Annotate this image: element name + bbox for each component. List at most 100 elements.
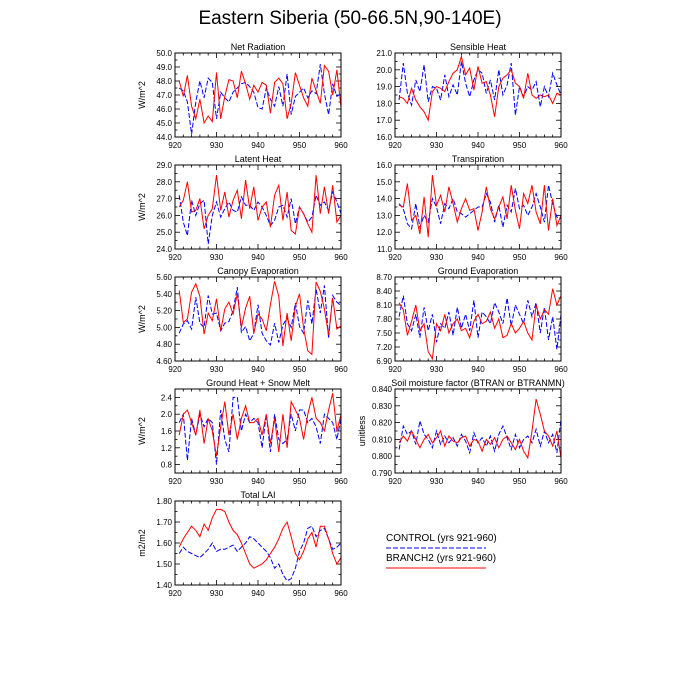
y-tick-label: 44.0: [156, 133, 172, 142]
plot-frame: [174, 164, 342, 250]
plot-frame: [394, 276, 562, 362]
series-line-branch2: [178, 175, 342, 235]
x-tick-label: 920: [388, 477, 402, 486]
y-tick-label: 29.0: [156, 161, 172, 170]
y-tick-label: 7.80: [376, 315, 392, 324]
x-tick-label: 920: [168, 589, 182, 598]
y-tick-label: 16.0: [376, 161, 392, 170]
x-tick-label: 940: [251, 477, 265, 486]
panel-sensible-heat: Sensible Heat 920 930 940 950 960 16.0 17.0 18.0…: [376, 42, 568, 150]
y-tick-label: 5.00: [156, 323, 172, 332]
x-tick-label: 940: [471, 253, 485, 262]
x-tick-label: 960: [554, 253, 568, 262]
panel-title: Canopy Evaporation: [217, 266, 299, 276]
x-tick-label: 940: [251, 365, 265, 374]
series-line-branch2: [398, 175, 562, 238]
panel-canopy-evaporation: Canopy Evaporation W/m^2 920 930 940 950 960 4.…: [137, 266, 348, 374]
panel-title: Transpiration: [452, 154, 504, 164]
y-tick-label: 1.2: [161, 444, 173, 453]
series-line-control: [178, 285, 342, 347]
x-tick-label: 950: [293, 253, 307, 262]
y-axis-label: unitless: [357, 415, 367, 446]
y-tick-label: 1.50: [156, 560, 172, 569]
y-axis-label: m2/m2: [137, 529, 147, 557]
x-tick-label: 950: [513, 365, 527, 374]
panel-latent-heat: Latent Heat W/m^2 920 930 940 950 960 24.0 25.0 2…: [137, 154, 348, 262]
y-tick-label: 18.0: [376, 99, 392, 108]
x-tick-label: 930: [430, 365, 444, 374]
y-tick-label: 11.0: [377, 245, 393, 254]
plot-frame: [174, 500, 342, 586]
panel-total-lai: Total LAI m2/m2 920 930 940 950 960 1.40 1.50 1.6…: [137, 490, 348, 598]
y-tick-label: 13.0: [376, 211, 392, 220]
y-tick-label: 0.840: [372, 385, 393, 394]
series-line-control: [178, 190, 342, 245]
x-tick-label: 940: [251, 589, 265, 598]
y-tick-label: 4.80: [156, 340, 172, 349]
y-tick-label: 15.0: [376, 178, 392, 187]
y-tick-label: 45.0: [156, 119, 172, 128]
y-tick-label: 8.70: [376, 273, 392, 282]
y-axis-label: W/m^2: [137, 305, 147, 333]
panel-title: Soil moisture factor (BTRAN or BTRANMN): [391, 378, 565, 388]
x-tick-label: 930: [430, 477, 444, 486]
x-tick-label: 930: [430, 253, 444, 262]
y-tick-label: 12.0: [376, 228, 392, 237]
x-tick-label: 920: [388, 253, 402, 262]
y-tick-label: 1.6: [161, 427, 173, 436]
x-tick-label: 940: [251, 141, 265, 150]
y-tick-label: 1.60: [156, 539, 172, 548]
y-axis-label: W/m^2: [137, 417, 147, 445]
x-tick-label: 960: [334, 365, 348, 374]
x-tick-label: 950: [293, 589, 307, 598]
x-tick-label: 930: [430, 141, 444, 150]
plot-frame: [174, 276, 342, 362]
x-tick-label: 930: [210, 253, 224, 262]
series-line-control: [398, 419, 562, 455]
y-tick-label: 7.20: [376, 343, 392, 352]
y-tick-label: 14.0: [376, 195, 392, 204]
legend-label-control: CONTROL (yrs 921-960): [386, 533, 497, 544]
x-tick-label: 920: [388, 141, 402, 150]
x-tick-label: 920: [168, 253, 182, 262]
y-tick-label: 19.0: [376, 83, 392, 92]
plot-frame: [394, 164, 562, 250]
x-tick-label: 950: [513, 253, 527, 262]
series-line-branch2: [398, 54, 562, 122]
y-tick-label: 8.10: [376, 301, 392, 310]
y-axis-label: W/m^2: [137, 193, 147, 221]
panel-net-radiation: Net Radiation W/m^2 920 930 940 950 960 44.0 45.…: [137, 42, 348, 150]
y-tick-label: 16.0: [376, 133, 392, 142]
y-tick-label: 7.50: [376, 329, 392, 338]
figure-title: Eastern Siberia (50-66.5N,90-140E): [198, 8, 502, 29]
y-tick-label: 46.0: [156, 105, 172, 114]
x-tick-label: 950: [293, 141, 307, 150]
panel-title: Ground Heat + Snow Melt: [206, 378, 310, 388]
y-tick-label: 28.0: [156, 178, 172, 187]
y-axis-label: W/m^2: [137, 81, 147, 109]
y-tick-label: 47.0: [156, 91, 172, 100]
y-tick-label: 26.0: [156, 211, 172, 220]
x-tick-label: 960: [334, 253, 348, 262]
y-tick-label: 27.0: [156, 195, 172, 204]
series-line-branch2: [178, 393, 342, 457]
x-tick-label: 940: [251, 253, 265, 262]
y-tick-label: 17.0: [376, 116, 392, 125]
x-tick-label: 930: [210, 365, 224, 374]
x-tick-label: 960: [554, 477, 568, 486]
series-line-control: [178, 525, 342, 582]
plot-frame: [394, 388, 562, 474]
x-tick-label: 920: [168, 141, 182, 150]
panel-ground-evaporation: Ground Evaporation 920 930 940 950 960 6.90 7.2…: [376, 266, 568, 374]
series-line-branch2: [178, 508, 342, 569]
panel-transpiration: Transpiration 920 930 940 950 960 11.0 12.0 13.0…: [376, 154, 568, 262]
x-tick-label: 950: [293, 477, 307, 486]
y-tick-label: 5.20: [156, 307, 172, 316]
plot-frame: [174, 388, 342, 474]
y-tick-label: 1.40: [156, 581, 172, 590]
legend-label-branch2: BRANCH2 (yrs 921-960): [386, 553, 496, 564]
panel-ground-heat-snow-melt: Ground Heat + Snow Melt W/m^2 920 930 940 950…: [137, 378, 348, 486]
y-tick-label: 2.0: [161, 410, 173, 419]
x-tick-label: 920: [168, 477, 182, 486]
